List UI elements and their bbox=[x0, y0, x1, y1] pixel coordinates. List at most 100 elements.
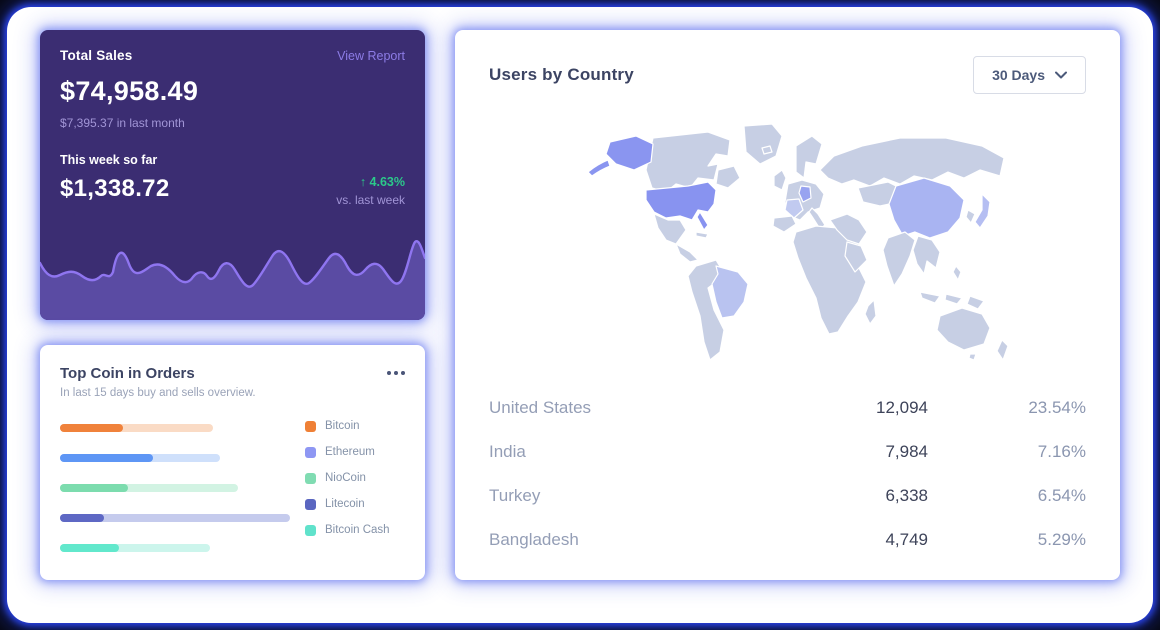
range-selector-button[interactable]: 30 Days bbox=[973, 56, 1086, 94]
legend-label: Bitcoin bbox=[325, 420, 360, 432]
country-share: 23.54% bbox=[1028, 398, 1086, 417]
sales-sparkline-chart bbox=[40, 240, 425, 320]
legend-label: Bitcoin Cash bbox=[325, 524, 390, 536]
country-share: 7.16% bbox=[1037, 442, 1086, 461]
legend-label: NioCoin bbox=[325, 472, 366, 484]
sales-line bbox=[40, 240, 425, 288]
map-region-indonesia-east bbox=[943, 293, 963, 305]
map-country-mexico bbox=[652, 213, 687, 245]
legend-item: Litecoin bbox=[305, 498, 407, 510]
map-country-china bbox=[887, 177, 965, 239]
country-users: 6,338 bbox=[885, 486, 928, 505]
total-sales-amount: $74,958.49 bbox=[60, 76, 199, 106]
country-name: Bangladesh bbox=[489, 530, 579, 549]
map-region-southeast-asia bbox=[911, 235, 941, 275]
coin-legend: Bitcoin Ethereum NioCoin Litecoin Bitcoin Ca… bbox=[305, 420, 407, 574]
ellipsis-menu-icon[interactable] bbox=[385, 365, 407, 381]
view-report-link[interactable]: View Report bbox=[337, 48, 405, 63]
delta-value: 4.63% bbox=[369, 175, 405, 189]
map-region-scandinavia bbox=[794, 135, 823, 179]
map-region-aleutian bbox=[586, 159, 611, 177]
country-share: 5.29% bbox=[1037, 530, 1086, 549]
legend-swatch-icon bbox=[305, 420, 316, 432]
map-country-iceland bbox=[760, 145, 773, 155]
country-users: 12,094 bbox=[876, 398, 928, 417]
country-row: Bangladesh 4,749 5.29% bbox=[489, 518, 1086, 562]
map-country-korea bbox=[964, 209, 976, 224]
map-region-middle-east bbox=[828, 213, 868, 245]
map-region-tasmania bbox=[967, 353, 977, 361]
total-sales-card: Total Sales View Report $74,958.49 $7,39… bbox=[40, 30, 425, 320]
top-coin-card: Top Coin in Orders In last 15 days buy a… bbox=[40, 345, 425, 580]
country-name: Turkey bbox=[489, 486, 541, 505]
country-row: United States 12,094 23.54% bbox=[489, 386, 1086, 430]
map-region-arabia bbox=[843, 241, 868, 273]
coin-bar-fill-ethereum bbox=[60, 454, 153, 462]
range-selector-value: 30 Days bbox=[992, 67, 1045, 83]
map-country-germany bbox=[797, 185, 812, 203]
legend-label: Ethereum bbox=[325, 446, 375, 458]
map-country-cuba bbox=[694, 231, 709, 239]
sales-area bbox=[40, 241, 425, 320]
legend-swatch-icon bbox=[305, 472, 316, 484]
week-so-far-label: This week so far bbox=[60, 153, 158, 167]
coin-bar-fill-bitcoin bbox=[60, 424, 123, 432]
delta-badge: ↑ 4.63% bbox=[336, 175, 405, 189]
map-country-uk bbox=[772, 169, 787, 191]
chevron-down-icon bbox=[1055, 71, 1067, 79]
map-country-india bbox=[881, 231, 916, 287]
legend-item: Ethereum bbox=[305, 446, 407, 458]
country-row: Turkey 6,338 6.54% bbox=[489, 474, 1086, 518]
map-country-russia bbox=[818, 137, 1005, 187]
coin-bar-fill-bitcoin-cash bbox=[60, 544, 119, 552]
map-region-indonesia-west bbox=[918, 291, 941, 304]
coin-bar-track-bitcoin bbox=[60, 424, 213, 432]
country-users: 4,749 bbox=[885, 530, 928, 549]
top-coin-title: Top Coin in Orders bbox=[60, 365, 195, 382]
last-month-note: $7,395.37 in last month bbox=[60, 116, 185, 130]
legend-item: Bitcoin Cash bbox=[305, 524, 407, 536]
legend-item: Bitcoin bbox=[305, 420, 407, 432]
coin-bar-track-bitcoin-cash bbox=[60, 544, 210, 552]
map-country-spain bbox=[771, 215, 797, 233]
map-country-australia bbox=[935, 307, 991, 351]
legend-swatch-icon bbox=[305, 524, 316, 536]
week-total-amount: $1,338.72 bbox=[60, 175, 170, 202]
coin-bar-track-litecoin bbox=[60, 514, 290, 522]
map-country-japan bbox=[973, 193, 991, 229]
map-country-greenland bbox=[742, 123, 783, 165]
delta-note: vs. last week bbox=[336, 193, 405, 207]
country-table: United States 12,094 23.54% India 7,984 7.16%… bbox=[489, 386, 1086, 562]
coin-bar-fill-litecoin bbox=[60, 514, 104, 522]
top-coin-subtitle: In last 15 days buy and sells overview. bbox=[60, 387, 256, 399]
legend-swatch-icon bbox=[305, 498, 316, 510]
users-by-country-card: Users by Country 30 Days bbox=[455, 30, 1120, 580]
total-sales-title: Total Sales bbox=[60, 48, 133, 63]
map-country-madagascar bbox=[863, 299, 877, 325]
country-row: India 7,984 7.16% bbox=[489, 430, 1086, 474]
map-country-france bbox=[783, 198, 804, 219]
country-name: India bbox=[489, 442, 526, 461]
legend-swatch-icon bbox=[305, 446, 316, 458]
country-users: 7,984 bbox=[885, 442, 928, 461]
coin-bars bbox=[60, 420, 305, 574]
country-name: United States bbox=[489, 398, 592, 417]
map-region-alaska bbox=[604, 135, 654, 171]
map-country-new-zealand bbox=[995, 339, 1009, 361]
map-country-brazil bbox=[710, 265, 749, 319]
coin-bar-track-ethereum bbox=[60, 454, 220, 462]
coin-bar-fill-niocoin bbox=[60, 484, 128, 492]
arrow-up-icon: ↑ bbox=[359, 175, 367, 189]
map-region-east-canada bbox=[714, 165, 741, 189]
coin-bar-track-niocoin bbox=[60, 484, 238, 492]
users-by-country-title: Users by Country bbox=[489, 65, 634, 84]
country-share: 6.54% bbox=[1037, 486, 1086, 505]
legend-label: Litecoin bbox=[325, 498, 365, 510]
map-country-usa bbox=[644, 181, 717, 221]
map-region-florida bbox=[695, 211, 709, 231]
map-region-new-guinea bbox=[965, 295, 985, 310]
map-region-central-america bbox=[674, 243, 699, 263]
map-country-philippines bbox=[951, 265, 962, 281]
world-map bbox=[586, 123, 1009, 361]
legend-item: NioCoin bbox=[305, 472, 407, 484]
